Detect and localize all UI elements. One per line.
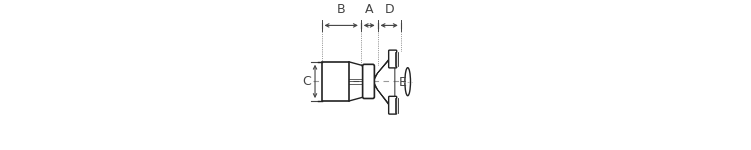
Text: C: C: [302, 75, 311, 88]
FancyBboxPatch shape: [363, 64, 375, 99]
FancyBboxPatch shape: [389, 96, 397, 114]
Text: A: A: [365, 3, 373, 16]
Bar: [395, 98, 398, 112]
FancyBboxPatch shape: [389, 50, 397, 68]
Bar: [395, 52, 398, 66]
Ellipse shape: [405, 68, 411, 96]
Text: E: E: [398, 76, 406, 89]
Text: D: D: [385, 3, 394, 16]
Text: B: B: [337, 3, 345, 16]
Bar: [321, 62, 349, 101]
